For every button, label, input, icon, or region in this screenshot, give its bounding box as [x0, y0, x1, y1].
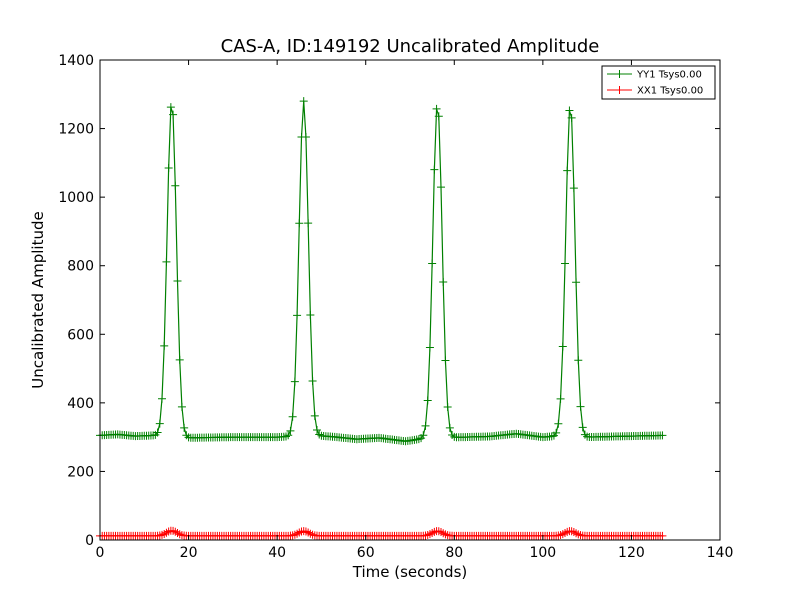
data-point — [284, 431, 293, 440]
y-tick-label: 1400 — [58, 53, 94, 69]
data-point — [180, 423, 189, 432]
chart-title: CAS-A, ID:149192 Uncalibrated Amplitude — [221, 36, 600, 57]
x-tick-label: 120 — [618, 545, 645, 561]
y-tick-label: 1000 — [58, 190, 94, 206]
x-tick-label: 80 — [445, 545, 463, 561]
y-tick-label: 0 — [85, 533, 94, 549]
y-axis-label: Uncalibrated Amplitude — [29, 211, 47, 388]
x-tick-label: 0 — [96, 545, 105, 561]
data-point — [574, 356, 583, 365]
data-point — [293, 311, 302, 320]
data-point — [169, 110, 178, 119]
legend: YY1 Tsys0.00 XX1 Tsys0.00 — [601, 65, 716, 100]
y-tick-label: 800 — [67, 259, 94, 275]
x-axis-label: Time (seconds) — [352, 563, 468, 581]
x-tick-label: 20 — [180, 545, 198, 561]
data-point — [576, 402, 585, 411]
data-point — [425, 343, 434, 352]
x-tick-label: 140 — [707, 545, 734, 561]
data-point — [554, 419, 563, 428]
data-point — [166, 103, 175, 112]
data-point — [439, 278, 448, 287]
data-point — [423, 396, 432, 405]
data-point — [304, 219, 313, 228]
data-point — [432, 104, 441, 113]
legend-label-yy1: YY1 Tsys0.00 — [636, 70, 702, 81]
data-point — [443, 403, 452, 412]
ticks-layer: 0 20 40 60 80 100 120 1400200400600800100012001… — [58, 53, 733, 561]
x-tick-label: 60 — [357, 545, 375, 561]
data-point — [658, 531, 667, 540]
y-tick-label: 600 — [67, 327, 94, 343]
data-point — [175, 355, 184, 364]
data-point — [288, 412, 297, 421]
data-point — [563, 166, 572, 175]
data-point — [558, 342, 567, 351]
data-point — [428, 259, 437, 268]
data-point — [556, 394, 565, 403]
data-point — [158, 394, 166, 403]
data-point — [301, 133, 310, 142]
plot-area — [100, 60, 720, 540]
data-point — [437, 183, 445, 192]
data-point — [177, 402, 186, 411]
data-point — [430, 165, 439, 174]
data-point — [434, 112, 443, 121]
data-point — [419, 431, 428, 440]
data-point — [310, 411, 319, 420]
data-point — [286, 426, 295, 435]
legend-marker-xx1 — [615, 86, 624, 94]
x-tick-label: 40 — [268, 545, 286, 561]
data-point — [445, 423, 454, 432]
data-point — [552, 428, 561, 437]
data-point — [421, 421, 430, 430]
data-point — [441, 356, 450, 365]
series-layer — [96, 97, 667, 540]
data-point — [164, 163, 173, 172]
plot-frame — [99, 59, 721, 541]
legend-label-xx1: XX1 Tsys0.00 — [637, 86, 703, 97]
y-tick-label: 200 — [67, 464, 94, 480]
data-point — [658, 431, 667, 440]
data-point — [155, 419, 164, 428]
legend-marker-yy1 — [615, 70, 624, 78]
data-point — [572, 278, 581, 287]
x-tick-label: 100 — [529, 545, 556, 561]
data-point — [153, 428, 162, 437]
data-point — [561, 259, 569, 268]
data-point — [313, 426, 321, 435]
data-point — [569, 184, 578, 193]
data-point — [173, 276, 182, 285]
data-point — [295, 219, 304, 228]
data-point — [299, 97, 308, 106]
y-tick-label: 1200 — [58, 122, 94, 138]
y-tick-label: 400 — [67, 396, 94, 412]
data-point — [308, 376, 317, 385]
data-point — [565, 106, 574, 115]
data-point — [578, 423, 587, 432]
data-point — [171, 181, 180, 190]
data-point — [306, 311, 315, 319]
data-point — [567, 113, 576, 122]
legend-box — [601, 65, 716, 100]
data-point — [160, 341, 169, 350]
data-point — [162, 257, 171, 266]
data-point — [290, 377, 299, 386]
